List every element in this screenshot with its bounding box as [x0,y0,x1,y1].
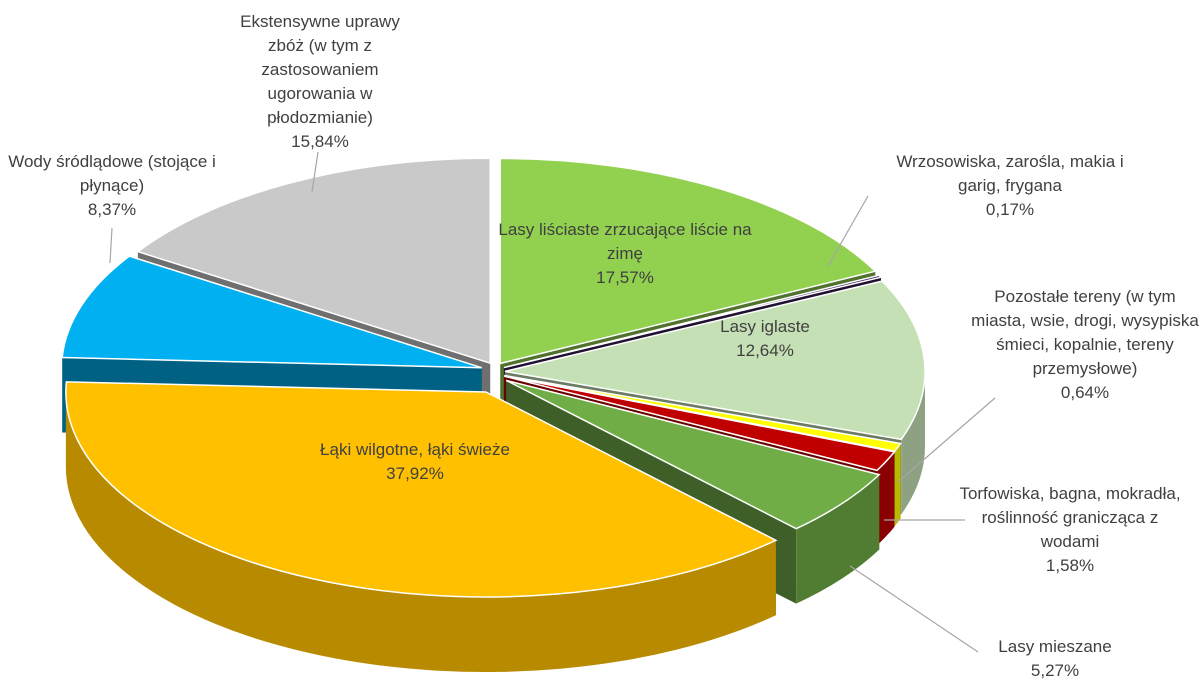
slice-side [877,451,895,546]
slice [503,375,896,472]
data-label: Lasy mieszane 5,27% [955,635,1155,680]
slice [505,379,881,530]
leader-line [849,565,979,653]
data-label: Ekstensywne uprawy zbóż (w tym z zastoso… [220,10,420,154]
leader-line [109,227,113,264]
leader-line [311,151,319,193]
label-name: Lasy iglaste [720,317,810,336]
slice [499,157,877,365]
label-value: 1,58% [1045,556,1095,575]
data-label: Lasy iglaste 12,64% [665,315,865,363]
label-name: Ekstensywne uprawy zbóż (w tym z zastoso… [240,12,400,127]
label-value: 8,37% [87,200,137,219]
data-label: Wody śródlądowe (stojące i płynące) 8,37% [2,150,222,222]
slice-side [796,474,880,604]
label-name: Wrzosowiska, zarośla, makia i garig, fry… [896,152,1124,195]
slice-side [894,443,901,527]
label-value: 0,17% [985,200,1035,219]
data-label: Torfowiska, bagna, mokradła, roślinność … [955,482,1185,578]
label-name: Lasy mieszane [998,637,1112,656]
leader-line [897,397,996,483]
data-label: Wrzosowiska, zarośla, makia i garig, fry… [880,150,1140,222]
label-name: Torfowiska, bagna, mokradła, roślinność … [959,484,1181,551]
slice [504,280,926,441]
slice-side [65,392,776,673]
data-label: Łąki wilgotne, łąki świeże 37,92% [255,438,575,486]
label-name: Wody śródlądowe (stojące i płynące) [8,152,216,195]
label-value: 0,64% [1060,383,1110,402]
label-name: Lasy liściaste zrzucające liście na zimę [498,220,752,263]
label-value: 5,27% [1030,661,1080,680]
slice [136,157,491,365]
slice [65,381,778,598]
data-label: Pozostałe tereny (w tym miasta, wsie, dr… [970,285,1200,405]
label-value: 37,92% [386,464,444,483]
label-name: Pozostałe tereny (w tym miasta, wsie, dr… [971,287,1199,378]
label-value: 15,84% [291,132,349,151]
label-name: Łąki wilgotne, łąki świeże [320,440,510,459]
data-label: Lasy liściaste zrzucające liście na zimę… [495,218,755,290]
slice [61,255,482,369]
leader-line [827,195,869,267]
slice-group [65,381,778,673]
label-value: 17,57% [596,268,654,287]
label-value: 12,64% [736,341,794,360]
slice [503,274,883,369]
